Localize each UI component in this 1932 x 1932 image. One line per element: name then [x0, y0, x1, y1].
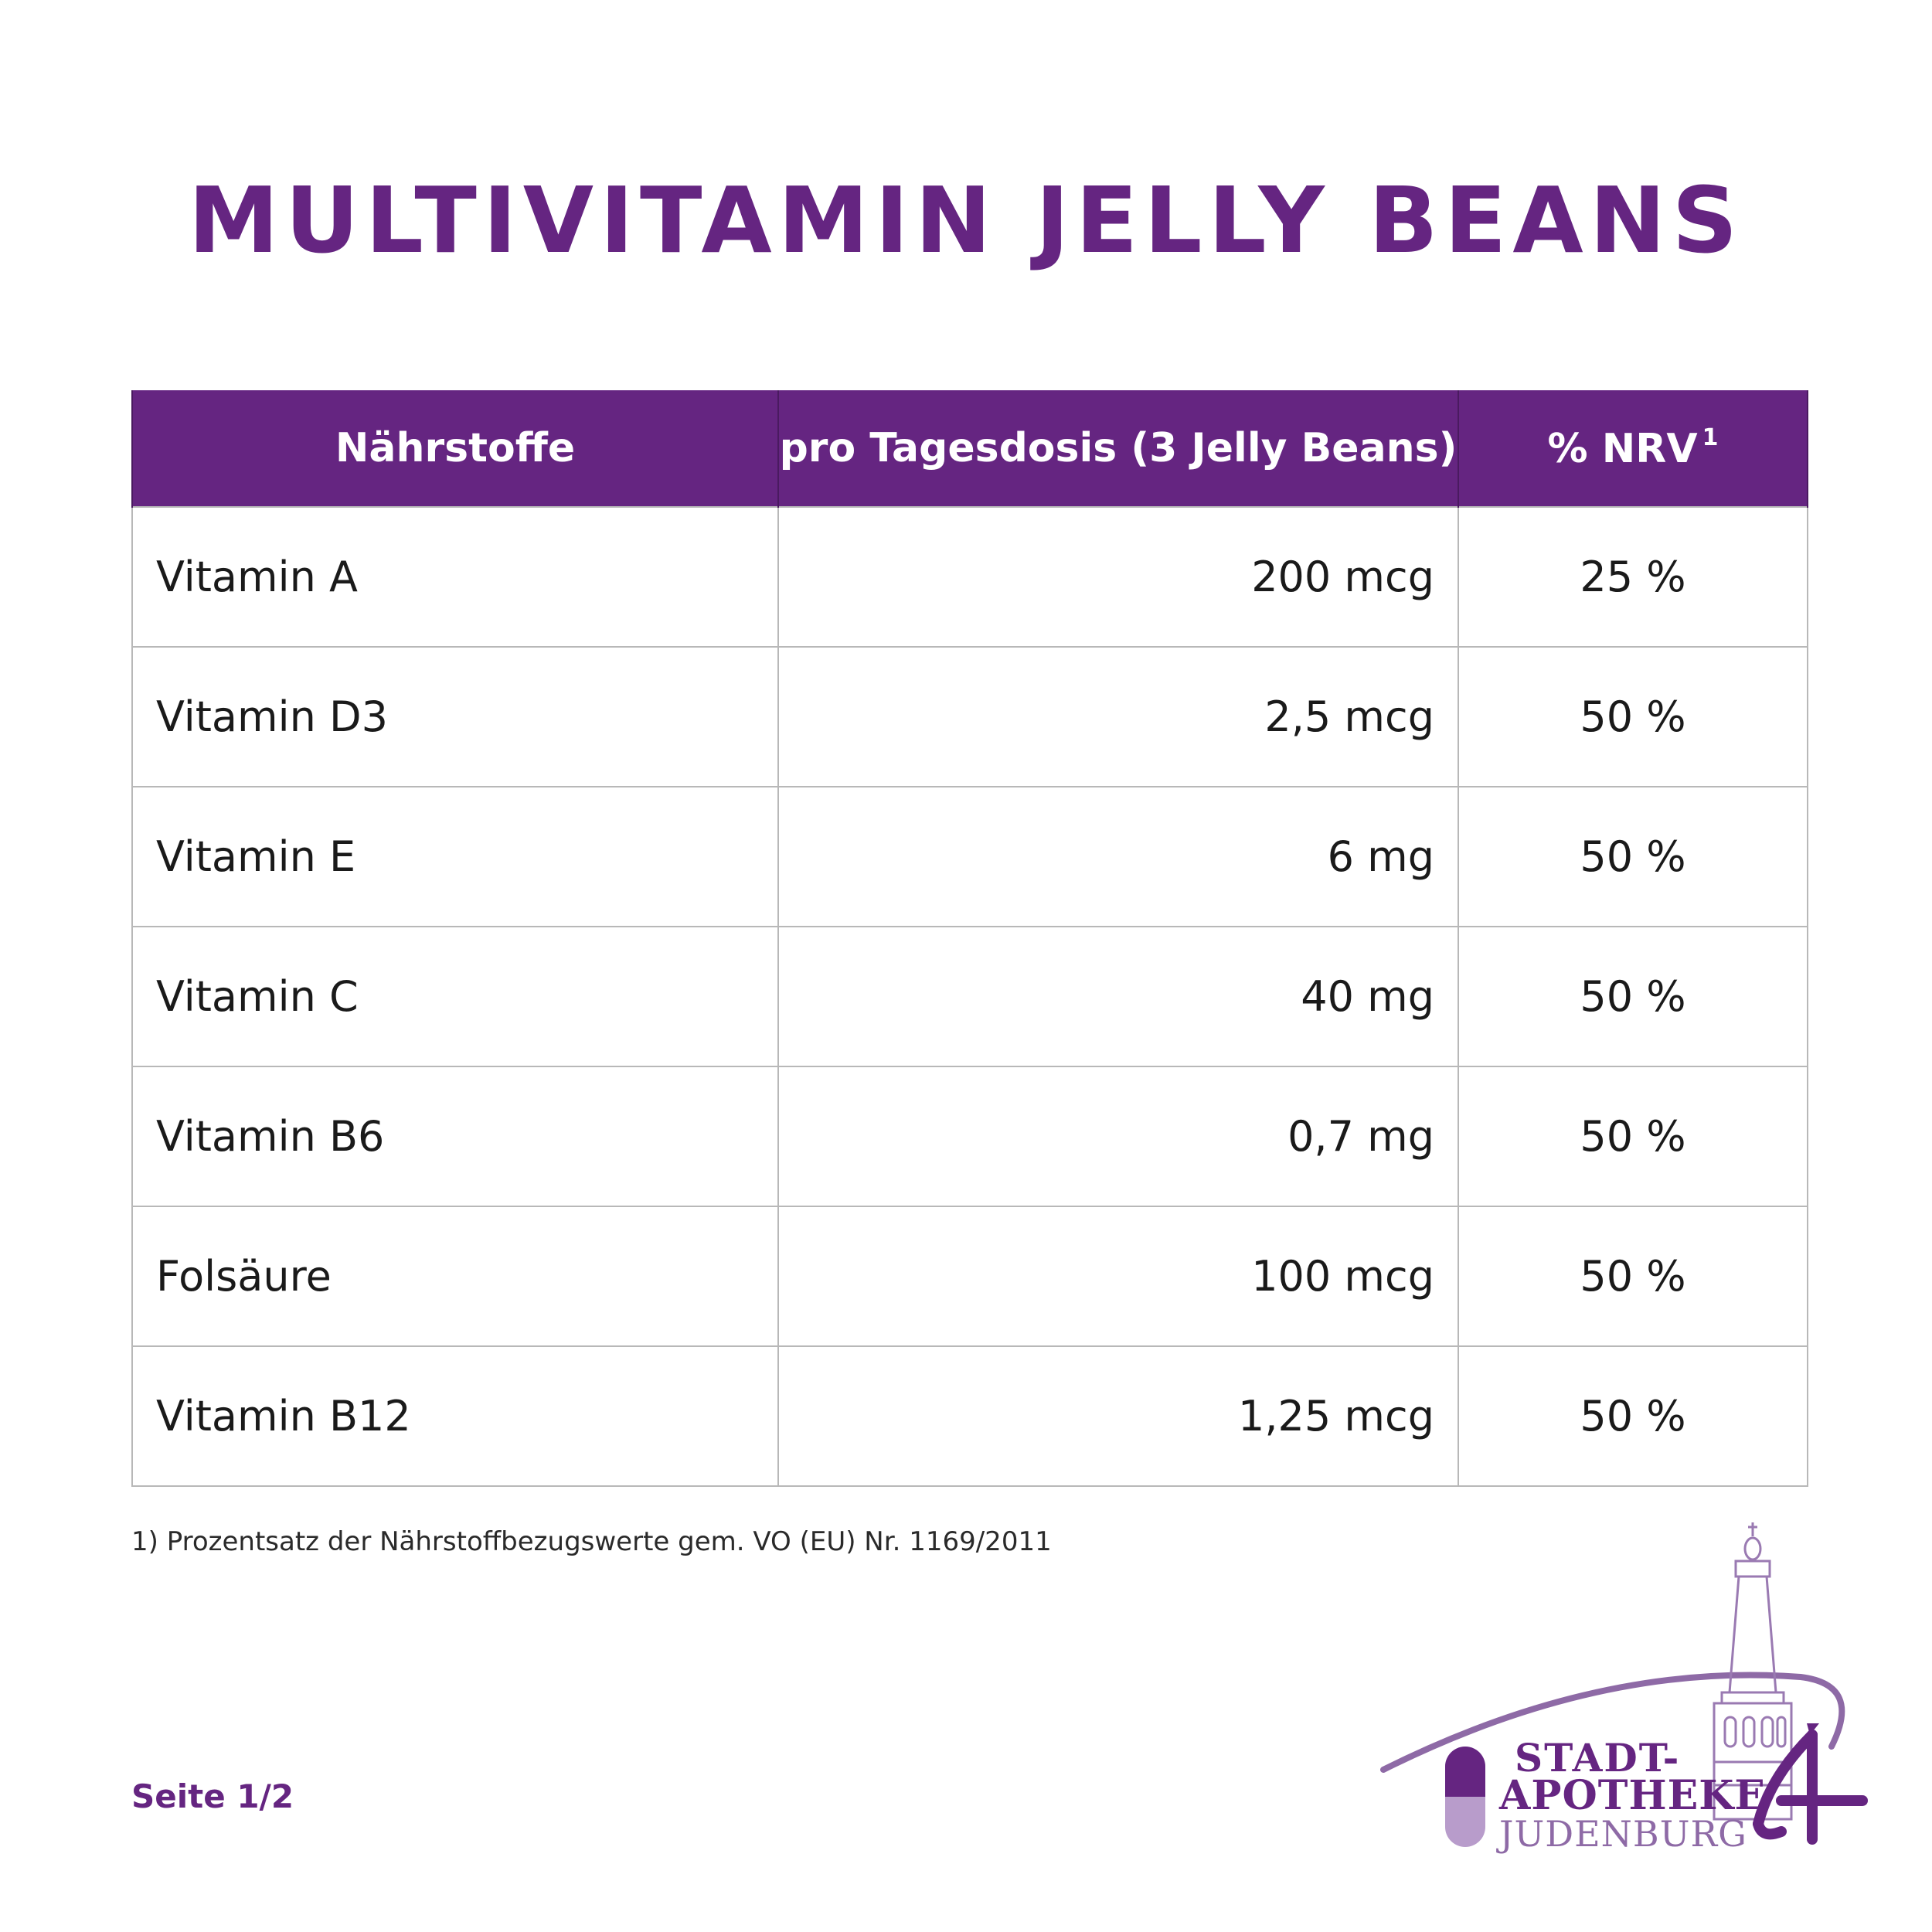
page-indicator: Seite 1/2	[131, 1777, 294, 1815]
header-dose-label: pro Tagesdosis (3 Jelly Beans)	[779, 425, 1458, 471]
table-row: Vitamin B12 1,25 mcg 50 %	[131, 1345, 1808, 1487]
table-header-row: Nährstoffe pro Tagesdosis (3 Jelly Beans…	[131, 390, 1808, 507]
header-dose: pro Tagesdosis (3 Jelly Beans)	[777, 390, 1459, 507]
table-row: Vitamin A 200 mcg 25 %	[131, 506, 1808, 648]
nutrient-name: Vitamin A	[131, 506, 779, 648]
nutrient-nrv: 50 %	[1458, 1066, 1808, 1207]
nutrient-name: Vitamin E	[131, 786, 779, 927]
nutrient-name: Vitamin B6	[131, 1066, 779, 1207]
nutrient-table: Nährstoffe pro Tagesdosis (3 Jelly Beans…	[131, 390, 1808, 1487]
nutrient-dose: 6 mg	[777, 786, 1459, 927]
nutrient-dose: 1,25 mcg	[777, 1345, 1459, 1487]
table-row: Vitamin B6 0,7 mg 50 %	[131, 1066, 1808, 1207]
header-nrv-footnote-mark: 1	[1702, 424, 1719, 451]
table-row: Vitamin E 6 mg 50 %	[131, 786, 1808, 927]
table-body: Vitamin A 200 mcg 25 % Vitamin D3 2,5 mc…	[131, 506, 1808, 1487]
nutrient-table-container: Nährstoffe pro Tagesdosis (3 Jelly Beans…	[131, 390, 1808, 1487]
nutrient-dose: 0,7 mg	[777, 1066, 1459, 1207]
header-nrv-label: % NRV	[1547, 426, 1698, 472]
nutrient-nrv: 50 %	[1458, 786, 1808, 927]
logo-text-line2: APOTHEKE	[1499, 1772, 1767, 1819]
nutrient-nrv: 50 %	[1458, 926, 1808, 1067]
logo-text-line3: JUDENBURG	[1499, 1813, 1747, 1855]
footnote: 1) Prozentsatz der Nährstoffbezugswerte …	[131, 1526, 1052, 1557]
table-row: Folsäure 100 mcg 50 %	[131, 1206, 1808, 1347]
nutrient-name: Folsäure	[131, 1206, 779, 1347]
nutrient-nrv: 50 %	[1458, 646, 1808, 787]
table-row: Vitamin D3 2,5 mcg 50 %	[131, 646, 1808, 787]
nutrient-dose: 100 mcg	[777, 1206, 1459, 1347]
nutrient-nrv: 50 %	[1458, 1206, 1808, 1347]
header-nrv: % NRV 1	[1458, 390, 1808, 507]
nutrient-name: Vitamin C	[131, 926, 779, 1067]
nutrient-name: Vitamin D3	[131, 646, 779, 787]
table-row: Vitamin C 40 mg 50 %	[131, 926, 1808, 1067]
nutrient-dose: 2,5 mcg	[777, 646, 1459, 787]
page-title: MULTIVITAMIN JELLY BEANS	[188, 167, 1744, 274]
header-nutrient-label: Nährstoffe	[335, 425, 576, 471]
nutrient-nrv: 50 %	[1458, 1345, 1808, 1487]
nutrient-name: Vitamin B12	[131, 1345, 779, 1487]
pharmacy-logo: STADT- APOTHEKE JUDENBURG	[1368, 1515, 1893, 1855]
nutrient-dose: 200 mcg	[777, 506, 1459, 648]
nutrient-nrv: 25 %	[1458, 506, 1808, 648]
table-header: Nährstoffe pro Tagesdosis (3 Jelly Beans…	[131, 390, 1808, 507]
logo-text-line1: STADT-	[1515, 1735, 1681, 1781]
church-tower-logo-icon	[1380, 1522, 1868, 1847]
nutrient-dose: 40 mg	[777, 926, 1459, 1067]
header-nutrient: Nährstoffe	[131, 390, 779, 507]
